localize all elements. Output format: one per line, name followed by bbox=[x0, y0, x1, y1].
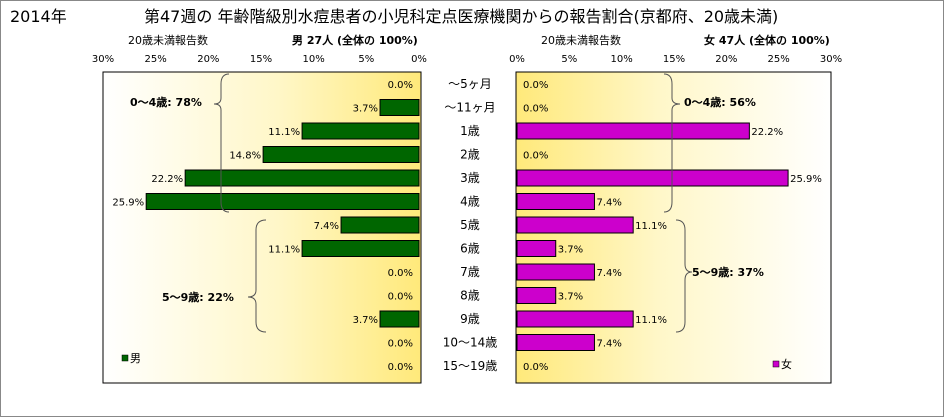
female-data-label: 25.9% bbox=[790, 174, 822, 185]
male-tick-labels: 30% 25% 20% 15% 10% 5% 0% bbox=[92, 54, 427, 65]
category-label: 2歳 bbox=[460, 148, 480, 162]
male-data-label: 0.0% bbox=[388, 339, 413, 350]
female-data-label: 7.4% bbox=[596, 268, 621, 279]
male-bar bbox=[340, 216, 420, 234]
female-bar bbox=[516, 334, 595, 351]
female-data-labels: 0.0% 0.0% 22.2% 0.0% 25.9% 7.4% 11.1% 3.7% 7.4% 3… bbox=[523, 80, 822, 373]
female-tick-label: 25% bbox=[768, 54, 790, 65]
male-bar bbox=[301, 122, 420, 140]
male-tick-label: 10% bbox=[303, 54, 325, 65]
male-bar bbox=[262, 146, 420, 163]
category-label: 10～14歳 bbox=[443, 336, 498, 350]
male-data-label: 7.4% bbox=[314, 221, 339, 232]
category-labels: ～5ヶ月 ～11ヶ月 1歳 2歳 3歳 4歳 5歳 6歳 7歳 8歳 9歳 10～14歳 15～19歳 bbox=[443, 77, 498, 373]
category-label: 7歳 bbox=[460, 265, 480, 279]
female-tick-label: 30% bbox=[820, 54, 842, 65]
female-data-label: 3.7% bbox=[558, 245, 583, 256]
male-annotation-0-4: 0～4歳: 78% bbox=[130, 95, 202, 109]
female-data-label: 0.0% bbox=[523, 151, 548, 162]
female-bar bbox=[516, 263, 595, 281]
female-bar bbox=[516, 216, 634, 234]
male-axis-title: 20歳未満報告数 bbox=[128, 34, 208, 47]
female-bar bbox=[516, 169, 789, 187]
female-bar bbox=[516, 240, 557, 257]
male-bar bbox=[379, 99, 420, 116]
female-brace-0-4 bbox=[663, 73, 681, 213]
male-bar bbox=[145, 193, 420, 210]
female-brace-5-9 bbox=[675, 219, 693, 333]
female-bars bbox=[516, 122, 789, 351]
category-label: 3歳 bbox=[460, 171, 480, 185]
male-bar bbox=[379, 310, 420, 328]
male-bar bbox=[301, 240, 420, 257]
category-label: 8歳 bbox=[460, 289, 480, 303]
category-label: 4歳 bbox=[460, 195, 480, 209]
male-bars bbox=[145, 99, 420, 328]
female-data-label: 0.0% bbox=[523, 362, 548, 373]
male-data-label: 3.7% bbox=[353, 315, 378, 326]
male-data-label: 11.1% bbox=[268, 127, 300, 138]
female-tick-label: 0% bbox=[509, 54, 525, 65]
male-annotation-5-9: 5～9歳: 22% bbox=[162, 290, 234, 304]
female-tick-label: 20% bbox=[715, 54, 737, 65]
male-data-labels: 0.0% 3.7% 11.1% 14.8% 22.2% 25.9% 7.4% 11.1% 0.0… bbox=[112, 80, 413, 373]
male-brace-5-9 bbox=[247, 219, 267, 333]
male-legend-swatch bbox=[121, 354, 129, 362]
female-legend-swatch bbox=[772, 360, 780, 368]
female-axis-title: 20歳未満報告数 bbox=[541, 34, 621, 47]
female-legend-label: 女 bbox=[781, 357, 792, 371]
male-bar bbox=[184, 169, 420, 187]
female-panel: 20歳未満報告数 女 47人 (全体の 100%) 0% 5% 10% 15% 20% 2… bbox=[509, 33, 842, 384]
year-label: 2014年 bbox=[10, 7, 67, 26]
male-tick-label: 15% bbox=[250, 54, 272, 65]
female-data-label: 22.2% bbox=[751, 127, 783, 138]
female-tick-label: 5% bbox=[561, 54, 577, 65]
male-legend-label: 男 bbox=[130, 352, 141, 365]
female-tick-label: 10% bbox=[611, 54, 633, 65]
male-panel: 20歳未満報告数 男 27人 (全体の 100%) 30% 25% 20% 15% 10… bbox=[92, 33, 427, 384]
female-annotation-5-9: 5～9歳: 37% bbox=[692, 265, 764, 279]
category-label: ～5ヶ月 bbox=[448, 77, 492, 91]
category-label: 6歳 bbox=[460, 242, 480, 256]
female-data-label: 0.0% bbox=[523, 80, 548, 91]
male-data-label: 0.0% bbox=[388, 268, 413, 279]
male-header: 男 27人 (全体の 100%) bbox=[292, 33, 418, 47]
female-data-label: 0.0% bbox=[523, 104, 548, 115]
female-data-label: 11.1% bbox=[635, 315, 667, 326]
female-bar bbox=[516, 310, 634, 328]
female-data-label: 3.7% bbox=[558, 292, 583, 303]
male-data-label: 0.0% bbox=[388, 80, 413, 91]
male-tick-label: 20% bbox=[197, 54, 219, 65]
male-tick-label: 0% bbox=[411, 54, 427, 65]
female-bar bbox=[516, 287, 557, 304]
male-tick-label: 25% bbox=[145, 54, 167, 65]
male-data-label: 22.2% bbox=[151, 174, 183, 185]
male-data-label: 3.7% bbox=[353, 104, 378, 115]
female-tick-labels: 0% 5% 10% 15% 20% 25% 30% bbox=[509, 54, 842, 65]
category-label: ～11ヶ月 bbox=[444, 101, 495, 115]
chart-title: 第47週の 年齢階級別水痘患者の小児科定点医療機関からの報告割合(京都府、20歳… bbox=[144, 7, 778, 26]
female-annotation-0-4: 0～4歳: 56% bbox=[684, 95, 756, 109]
male-brace-0-4 bbox=[213, 73, 230, 213]
category-label: 5歳 bbox=[460, 218, 480, 232]
female-data-label: 11.1% bbox=[635, 221, 667, 232]
female-bar bbox=[516, 193, 595, 210]
category-label: 1歳 bbox=[460, 124, 480, 138]
category-label: 9歳 bbox=[460, 312, 480, 326]
male-data-label: 25.9% bbox=[112, 198, 144, 209]
male-data-label: 0.0% bbox=[388, 362, 413, 373]
male-data-label: 14.8% bbox=[229, 151, 261, 162]
male-tick-label: 5% bbox=[358, 54, 374, 65]
female-data-label: 7.4% bbox=[596, 339, 621, 350]
female-header: 女 47人 (全体の 100%) bbox=[704, 33, 830, 47]
male-tick-label: 30% bbox=[92, 54, 114, 65]
male-data-label: 0.0% bbox=[388, 292, 413, 303]
category-label: 15～19歳 bbox=[443, 359, 498, 373]
female-data-label: 7.4% bbox=[596, 198, 621, 209]
female-bar bbox=[516, 122, 750, 140]
female-tick-label: 15% bbox=[663, 54, 685, 65]
male-data-label: 11.1% bbox=[268, 245, 300, 256]
